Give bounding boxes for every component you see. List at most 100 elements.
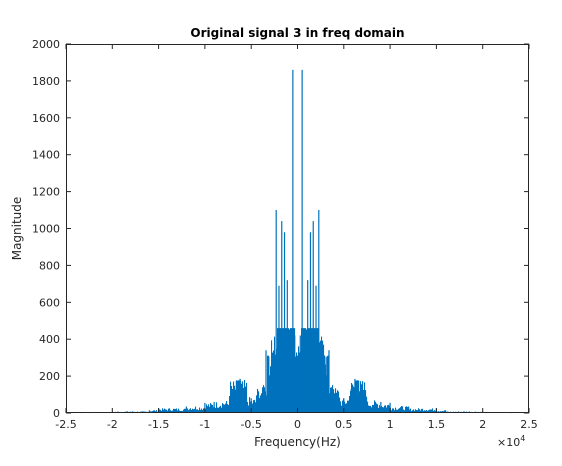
y-tick-label: 400 [39, 333, 60, 346]
spectrum-bar [154, 410, 156, 413]
spectrum-bar [403, 409, 405, 413]
spectrum-bar [206, 404, 208, 413]
spectrum-bar [212, 404, 214, 413]
spectrum-bar [269, 375, 271, 413]
spectrum-bar [217, 407, 219, 413]
spectrum-bar [184, 408, 186, 413]
spectrum-bar [246, 382, 248, 413]
spectrum-bar [293, 328, 295, 413]
spectrum-bar [422, 408, 424, 413]
x-axis-ticks: -2.5 -2 -1.5 -1 -0.5 0 0.5 1 1.5 2 2.5 [55, 44, 538, 431]
spectrum-bar [224, 404, 226, 413]
spectrum-bar [173, 408, 175, 413]
spectrum-bar [164, 408, 166, 413]
spectrum-bar [290, 328, 292, 413]
spectrum-bar [392, 408, 394, 413]
spectrum-bar [299, 352, 301, 413]
spectrum-bar [369, 406, 371, 413]
spectrum-bar [410, 408, 412, 413]
spectrum-bar [249, 397, 251, 413]
spectrum-bar [418, 408, 420, 413]
spectrum-bar [337, 390, 339, 413]
spectrum-bar [261, 393, 263, 413]
x-axis-exponent-power: 4 [520, 434, 525, 443]
spectrum-bar [332, 385, 334, 413]
x-tick-label: -2 [107, 418, 118, 431]
axes-background [66, 44, 529, 413]
spectrum-bar [201, 408, 203, 413]
spectrum-bar [231, 386, 233, 413]
x-tick-label: 2 [479, 418, 486, 431]
y-axis-label: Magnitude [10, 197, 24, 261]
spectrum-bar [188, 410, 190, 413]
spectrum-bar [192, 408, 194, 413]
spectrum-bar [426, 410, 428, 413]
spectrum-bar [190, 408, 192, 413]
spectrum-bar [412, 410, 414, 413]
x-tick-label: -1 [199, 418, 210, 431]
spectrum-bar [345, 403, 347, 413]
spectrum-bar [399, 408, 401, 413]
spectrum-bar [384, 405, 386, 413]
spectrum-bar [377, 404, 379, 413]
spectrum-bar [428, 410, 430, 413]
spectrum-bar [263, 385, 265, 413]
spectrum-bar [359, 391, 361, 413]
spectrum-bar [324, 355, 326, 413]
spectrum-bar [331, 387, 333, 413]
spectrum-bar [423, 410, 425, 413]
spectrum-bar [226, 400, 228, 413]
spectrum-bar [175, 409, 177, 413]
spectrum-bar [402, 406, 404, 413]
spectrum-bar [168, 408, 170, 413]
spectrum-bar [365, 390, 367, 413]
spectrum-bar [394, 410, 396, 413]
spectrum-bar [159, 409, 161, 413]
spectrum-bar [321, 336, 323, 413]
spectrum-bar [162, 408, 164, 413]
spectrum-bar [308, 328, 310, 413]
spectrum-bar [375, 401, 377, 413]
spectrum-bar [285, 328, 287, 413]
spectrum-bar [258, 391, 260, 413]
spectrum-bar [165, 409, 167, 413]
x-tick-label: 2.5 [520, 418, 538, 431]
spectrum-bar [185, 408, 187, 413]
spectrum-bar [215, 407, 217, 413]
spectrum-bar [295, 356, 297, 413]
spectrum-bar [167, 410, 169, 413]
spectrum-bar [200, 409, 202, 413]
spectrum-bar [382, 407, 384, 413]
spectrum-bar [250, 401, 252, 413]
spectrum-bar [444, 410, 446, 413]
spectrum-bar [163, 409, 165, 413]
spectrum-bar [211, 404, 213, 413]
spectrum-bar [179, 410, 181, 413]
spectrum-bar [275, 354, 277, 413]
spectrum-bar [430, 409, 432, 413]
x-axis-exponent-base: ×10 [497, 436, 520, 449]
spectrum-bar [169, 408, 171, 413]
y-tick-label: 1800 [32, 75, 60, 88]
spectrum-bar [264, 387, 266, 413]
spectrum-bar [234, 385, 236, 413]
spectrum-bar [244, 379, 246, 413]
spectrum-bar [311, 328, 313, 413]
spectrum-bar [207, 406, 209, 413]
spectrum-bar [160, 409, 162, 413]
spectrum-bar [252, 403, 254, 413]
spectrum-bar [254, 399, 256, 413]
x-tick-label: 1 [387, 418, 394, 431]
spectrum-bar [238, 380, 240, 413]
spectrum-bar [344, 401, 346, 413]
spectrum-bar [372, 404, 374, 413]
spectrum-bar [342, 400, 344, 413]
spectrum-bar [364, 382, 366, 413]
spectrum-bar [248, 405, 250, 413]
spectrum-bar [367, 401, 369, 413]
spectrum-bar [338, 391, 340, 413]
spectrum-bar [335, 388, 337, 413]
spectrum-bar [417, 410, 419, 413]
spectrum-bar [371, 407, 373, 413]
spectrum-bar [187, 408, 189, 413]
